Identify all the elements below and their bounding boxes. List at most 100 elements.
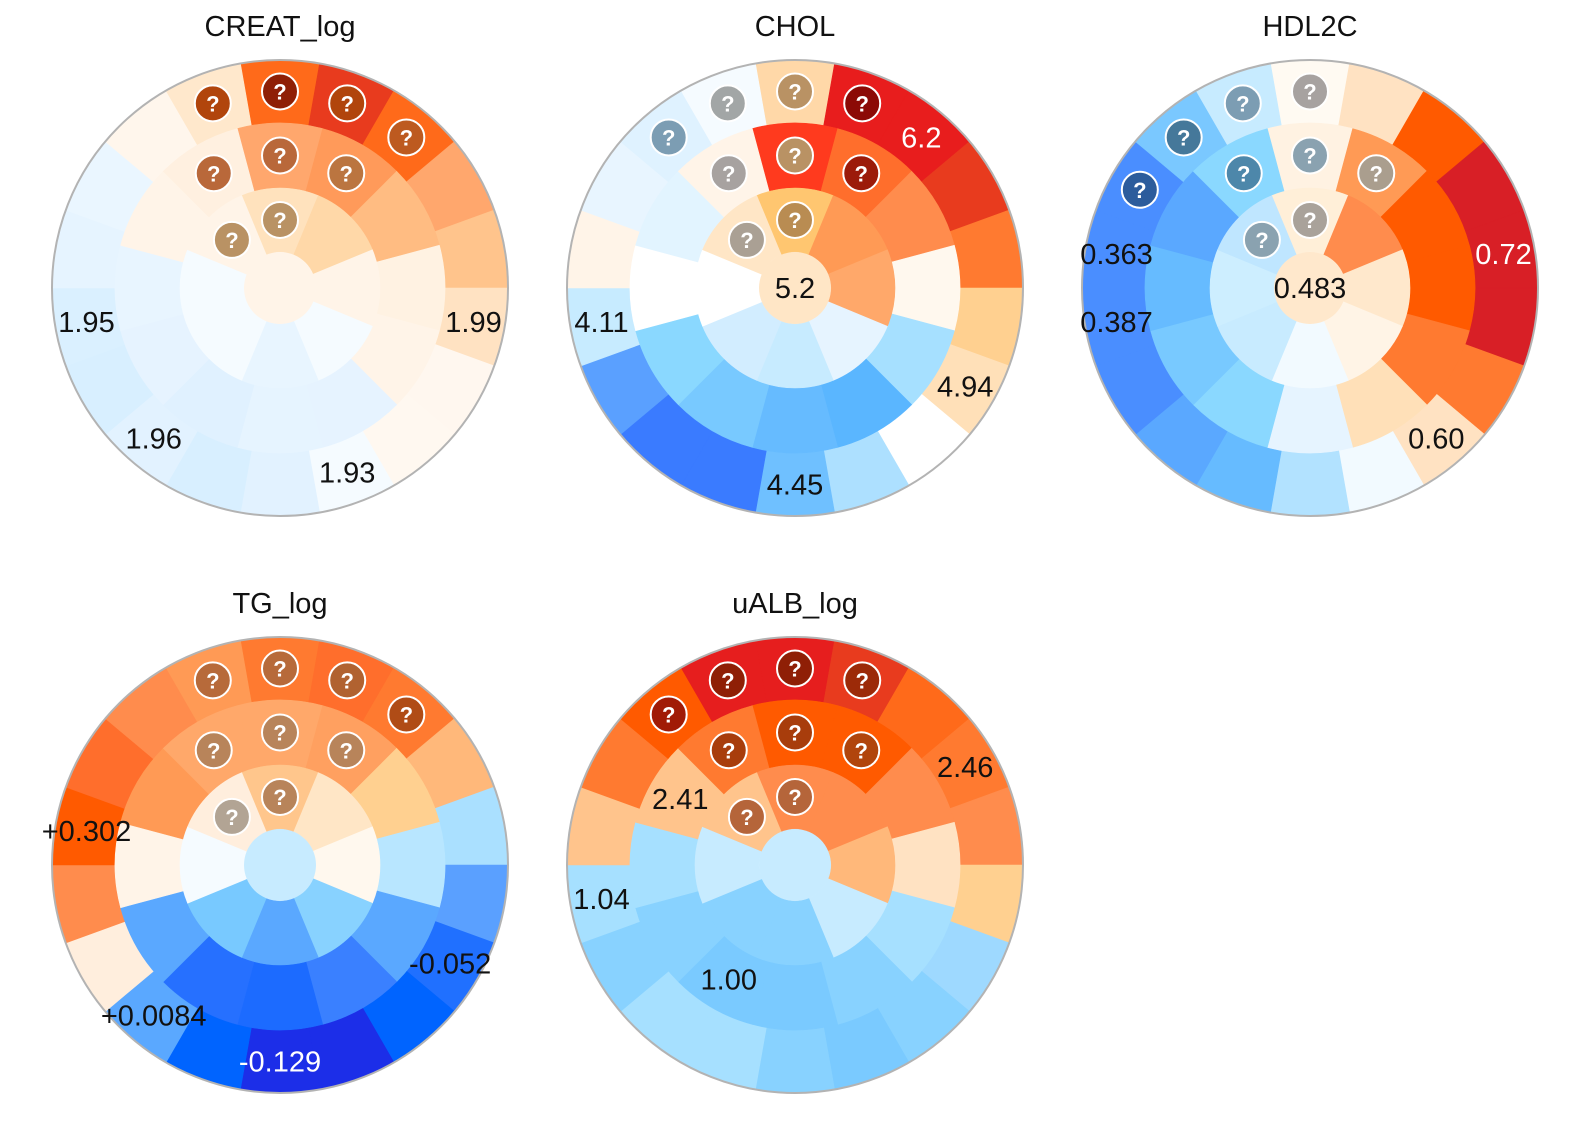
value-label: 2.41 (652, 784, 708, 816)
value-label: 1.99 (445, 307, 501, 339)
panel-title: HDL2C (1262, 11, 1357, 43)
svg-text:?: ? (273, 657, 286, 682)
question-badge-icon: ? (261, 649, 299, 688)
panel-outline (566, 59, 1024, 517)
question-badge-icon: ? (649, 118, 688, 157)
svg-text:?: ? (722, 738, 735, 763)
question-badge-icon: ? (776, 713, 814, 752)
question-badge-icon: ? (1291, 201, 1329, 239)
question-badge-icon: ? (1223, 84, 1262, 123)
question-badge-icon: ? (261, 201, 299, 239)
value-label: -0.052 (409, 948, 491, 980)
question-badge-icon: ? (776, 201, 814, 239)
svg-text:?: ? (1303, 144, 1316, 169)
svg-text:?: ? (273, 80, 286, 105)
panel-outline (51, 636, 509, 1094)
question-badge-icon: ? (843, 84, 882, 123)
value-label: 1.00 (701, 965, 757, 997)
panel-title: TG_log (232, 588, 327, 620)
value-label: 0.483 (1274, 273, 1347, 305)
question-badge-icon: ? (212, 797, 251, 836)
question-badge-icon: ? (1224, 154, 1263, 193)
question-badge-icon: ? (1291, 72, 1329, 111)
svg-text:?: ? (400, 702, 413, 727)
question-badge-icon: ? (776, 778, 814, 816)
question-badge-icon: ? (708, 84, 747, 123)
svg-text:?: ? (788, 657, 801, 682)
svg-text:?: ? (721, 668, 734, 693)
value-label: +0.0084 (101, 1001, 207, 1033)
svg-text:?: ? (273, 208, 286, 233)
question-badge-icon: ? (727, 220, 766, 259)
question-badge-icon: ? (843, 661, 882, 700)
radial-panel-2: CHOL??? ?????? 6.2 5.2 4.11 4.94 4.45 (566, 11, 1024, 517)
value-label: 5.2 (775, 273, 815, 305)
question-badge-icon: ? (193, 84, 232, 123)
question-badge-icon: ? (261, 713, 299, 752)
question-badge-icon: ? (776, 649, 814, 688)
value-label: 1.96 (125, 424, 181, 456)
question-badge-icon: ? (708, 661, 747, 700)
question-badge-icon: ? (194, 731, 233, 770)
svg-text:?: ? (740, 228, 753, 253)
question-badge-icon: ? (261, 778, 299, 816)
svg-text:?: ? (1303, 80, 1316, 105)
question-badge-icon: ? (328, 84, 367, 123)
svg-text:?: ? (788, 80, 801, 105)
radial-panel-4: TG_log?? ??????? +0.302 +0.0084 -0.052 -0.129 (42, 588, 509, 1094)
svg-text:?: ? (1177, 125, 1190, 150)
center-cell (1274, 252, 1346, 324)
center-cell (759, 829, 831, 901)
svg-text:?: ? (206, 668, 219, 693)
value-label: 0.387 (1080, 307, 1153, 339)
question-badge-icon: ? (194, 154, 233, 193)
svg-text:?: ? (400, 125, 413, 150)
value-label: 1.04 (573, 884, 629, 916)
svg-text:?: ? (788, 144, 801, 169)
question-badge-icon: ? (842, 154, 881, 193)
svg-text:?: ? (855, 161, 868, 186)
question-badge-icon: ? (776, 72, 814, 111)
question-badge-icon: ? (261, 72, 299, 111)
svg-text:?: ? (1370, 161, 1383, 186)
svg-text:?: ? (340, 161, 353, 186)
svg-text:?: ? (788, 785, 801, 810)
value-label: 1.93 (319, 458, 375, 490)
svg-text:?: ? (340, 91, 353, 116)
center-cell (759, 252, 831, 324)
question-badge-icon: ? (842, 731, 881, 770)
question-badge-icon: ? (1357, 154, 1396, 193)
value-label: 4.45 (767, 470, 823, 502)
value-label: 0.60 (1408, 424, 1464, 456)
question-badge-icon: ? (727, 797, 766, 836)
radial-panel-5: uALB_log??? ?????? 2.41 2.46 1.04 1.00 (566, 588, 1024, 1094)
outer-ring-cell (755, 1027, 835, 1094)
value-label: 4.11 (574, 307, 628, 339)
svg-text:?: ? (855, 738, 868, 763)
svg-text:?: ? (1133, 178, 1146, 203)
center-cell (244, 829, 316, 901)
question-badge-icon: ? (776, 136, 814, 175)
value-label: 0.72 (1475, 239, 1531, 271)
question-badge-icon: ? (1164, 118, 1203, 157)
value-label: 6.2 (901, 122, 941, 154)
outer-ring-cell (240, 450, 320, 517)
outer-ring-cell (1270, 450, 1350, 517)
panel-outline (51, 59, 509, 517)
question-badge-icon: ? (387, 118, 426, 157)
radial-panel-1: CREAT_log?? ??????? 1.95 1.99 1.96 1.93 (51, 11, 509, 517)
svg-text:?: ? (855, 668, 868, 693)
svg-text:?: ? (273, 721, 286, 746)
value-label: 1.95 (58, 307, 114, 339)
svg-text:?: ? (855, 91, 868, 116)
panel-outline (566, 636, 1024, 1094)
svg-text:?: ? (225, 228, 238, 253)
svg-text:?: ? (662, 702, 675, 727)
question-badge-icon: ? (1291, 136, 1329, 175)
question-badge-icon: ? (1242, 220, 1281, 259)
svg-text:?: ? (273, 144, 286, 169)
svg-text:?: ? (207, 161, 220, 186)
svg-text:?: ? (788, 721, 801, 746)
value-label: 4.94 (937, 371, 993, 403)
